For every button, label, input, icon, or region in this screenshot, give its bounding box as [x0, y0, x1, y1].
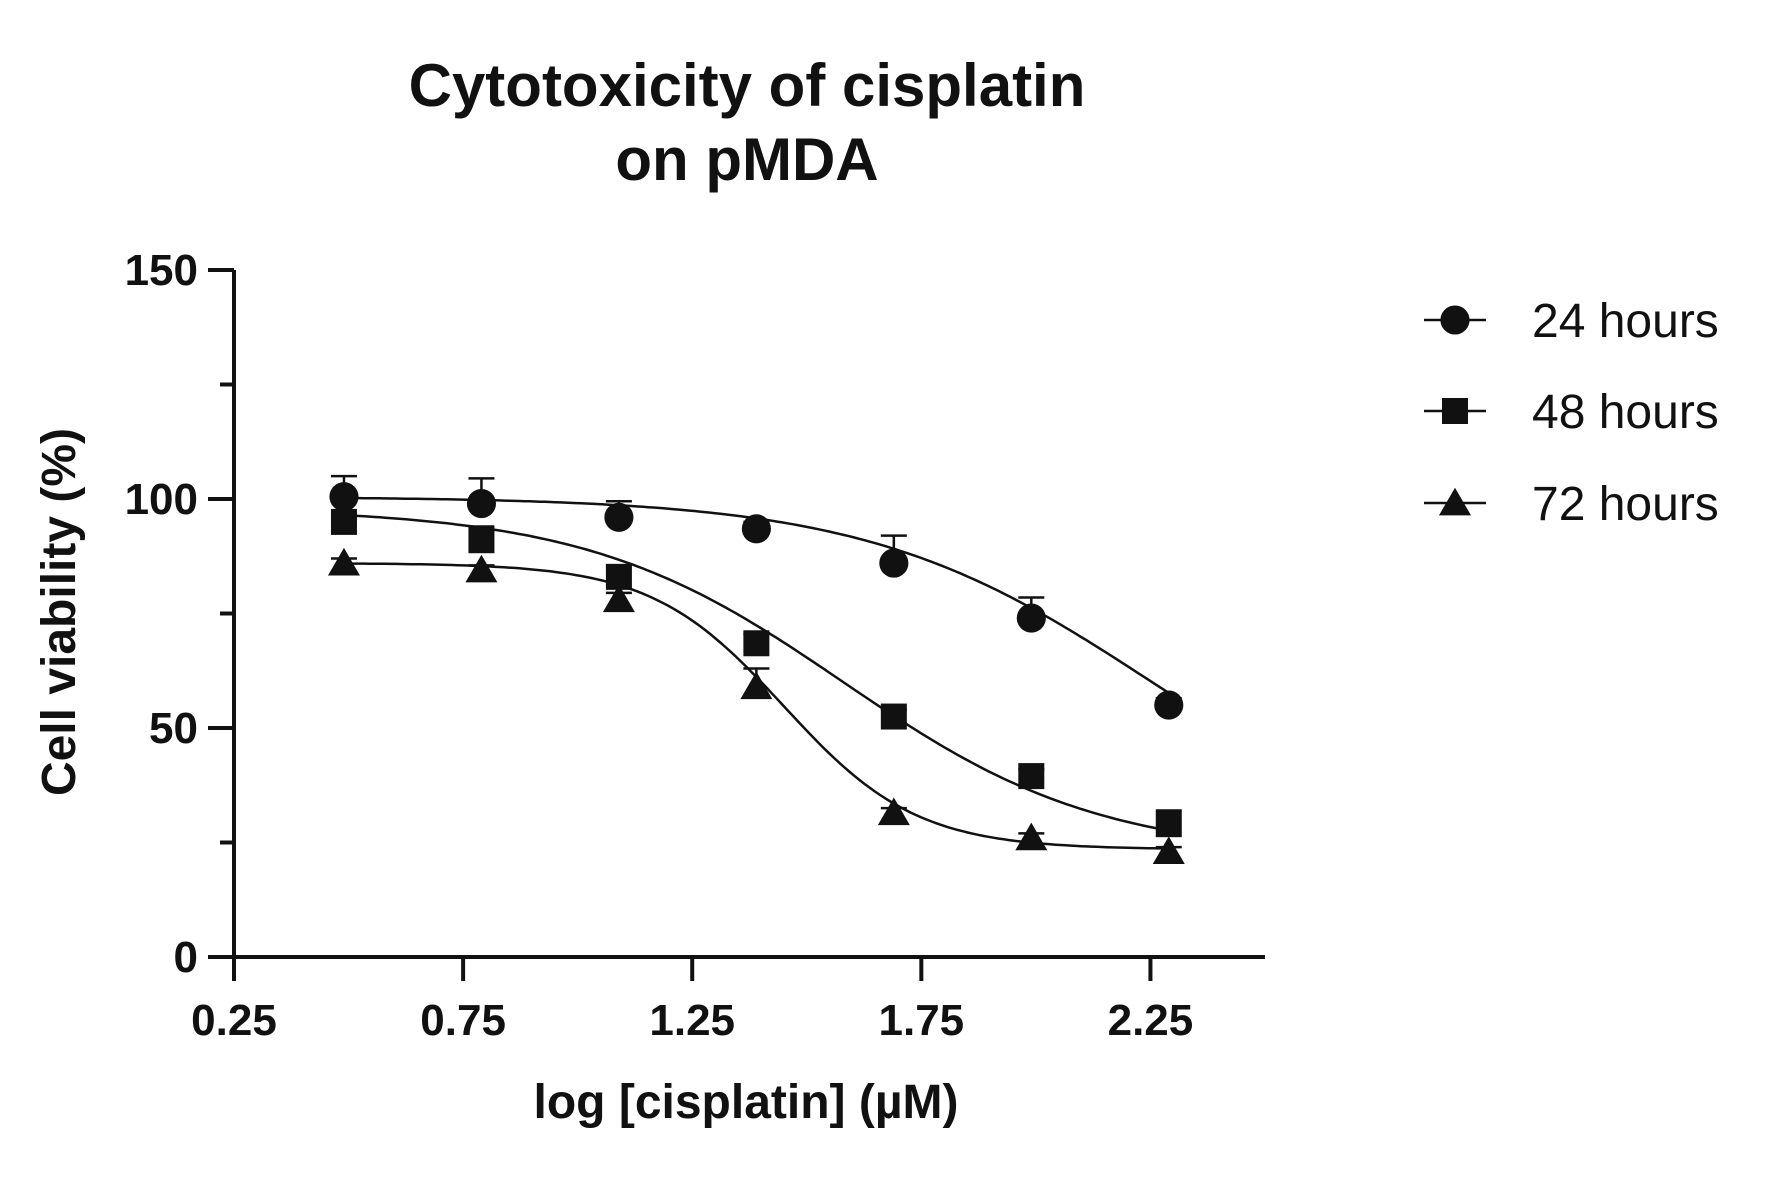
legend-marker-3: [1438, 487, 1472, 516]
point-s2-p6: [1018, 763, 1045, 790]
point-s1-p4: [741, 514, 771, 544]
point-s2-p7: [1155, 811, 1182, 838]
point-s3-p3: [602, 584, 635, 613]
data-points: [327, 474, 1185, 865]
x-axis-label: log [cisplatin] (µM): [534, 1076, 959, 1129]
point-s1-p5: [879, 548, 909, 578]
x-tick-label-2.25: 2.25: [1108, 996, 1194, 1045]
y-tick-label-150: 150: [125, 246, 198, 295]
point-s3-p7: [1152, 836, 1185, 865]
point-s2-p4: [743, 630, 770, 657]
legend-marker-1: [1440, 305, 1470, 335]
point-s2-p5: [880, 703, 907, 730]
legend: 24 hours 48 hours 72 hours: [1424, 295, 1719, 531]
y-tick-label-100: 100: [125, 475, 198, 524]
legend-label-2: 48 hours: [1532, 386, 1719, 439]
point-s3-p5: [877, 797, 910, 826]
chart-title-line-2: on pMDA: [615, 126, 878, 193]
legend-label-1: 24 hours: [1532, 295, 1719, 348]
point-s3-p2: [465, 554, 498, 583]
legend-marker-2: [1442, 398, 1468, 424]
point-s1-p2: [466, 489, 496, 519]
point-s2-p2: [468, 527, 495, 554]
point-s1-p3: [604, 502, 634, 532]
chart-title-line-1: Cytotoxicity of cisplatin: [409, 52, 1086, 119]
legend-label-3: 72 hours: [1532, 478, 1719, 531]
x-tick-label-0.75: 0.75: [420, 996, 506, 1045]
y-tick-label-0: 0: [174, 933, 198, 982]
x-tick-label-1.25: 1.25: [649, 996, 735, 1045]
point-s3-p1: [327, 547, 360, 576]
point-s2-p1: [330, 508, 357, 535]
fit-curve-3: [344, 562, 1169, 850]
y-axis-label: Cell viability (%): [33, 428, 86, 796]
x-tick-label-1.75: 1.75: [879, 996, 965, 1045]
x-tick-label-0.25: 0.25: [191, 996, 277, 1045]
point-s3-p6: [1015, 822, 1048, 851]
y-tick-label-50: 50: [149, 704, 198, 753]
point-s1-p1: [329, 482, 359, 512]
point-s1-p6: [1016, 603, 1046, 633]
point-s3-p4: [740, 671, 773, 700]
axes: 0 50 100 150 0.25 0.75 1.25 1.75 2.25: [125, 246, 1265, 1045]
point-s1-p7: [1154, 690, 1184, 720]
